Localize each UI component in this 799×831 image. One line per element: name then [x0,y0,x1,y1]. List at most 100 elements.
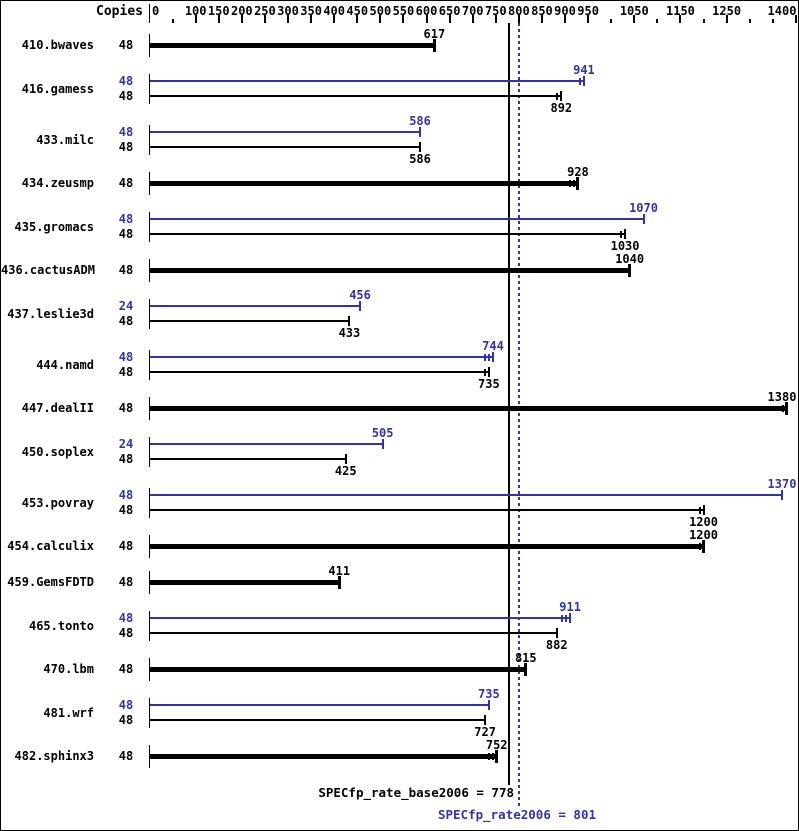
result-bar-peak [150,305,361,307]
axis-major-tick [194,15,197,23]
bar-run-mark [337,575,341,589]
axis-major-tick [471,15,474,23]
benchmark-label: 481.wrf [43,705,94,720]
axis-major-tick [725,15,728,23]
bar-run-mark [555,628,558,638]
axis-origin-line [149,4,150,23]
bar-run-mark [487,700,490,710]
axis-tick-label: 350 [300,4,322,18]
axis-major-tick [263,15,266,23]
copies-value: 48 [118,698,134,712]
axis-tick-label: 1400 [767,4,797,18]
bar-run-mark [561,614,564,622]
copies-value: 48 [118,575,134,589]
bar-run-mark [484,353,486,361]
group-bracket [149,658,150,681]
axis-tick-label: 500 [369,4,392,18]
copies-value: 48 [118,365,134,379]
bar-value-label: 1200 [689,528,718,542]
copies-value: 48 [118,227,134,241]
axis-tick-label: 1250 [712,4,742,18]
copies-value: 24 [118,437,134,451]
bar-run-mark [624,229,627,239]
bar-value-label: 735 [478,377,500,391]
bar-run-mark [344,454,347,464]
result-bar-base [150,233,626,235]
bar-value-label: 941 [573,63,595,77]
result-bar-peak [150,443,383,445]
bar-run-mark [348,316,351,326]
axis-major-tick [494,15,497,23]
bar-run-mark [582,76,585,86]
benchmark-label: 434.zeusmp [21,176,94,190]
result-bar-base [150,543,704,549]
result-bar-base [150,632,557,634]
axis-major-tick [310,15,313,23]
copies-value: 48 [118,38,134,52]
axis-major-tick [564,15,567,23]
copies-value: 48 [118,89,134,103]
copies-value: 48 [118,539,134,553]
group-bracket [149,74,150,104]
group-bracket [149,571,150,594]
bar-run-mark [620,230,623,238]
bar-value-label: 911 [559,600,581,614]
result-bar-base [150,458,346,460]
bar-run-mark [483,368,486,376]
copies-value: 48 [118,140,134,154]
axis-minor-tick [771,19,774,23]
copies-value: 48 [118,263,134,277]
axis-tick-label: 850 [531,4,553,18]
copies-value: 48 [118,350,134,364]
axis-major-tick [240,15,243,23]
group-bracket [149,299,150,329]
bar-value-label: 1200 [689,515,718,529]
result-bar-base [150,95,562,97]
bar-value-label: 892 [550,101,573,115]
axis-major-tick [587,15,590,23]
base-reference-line [507,23,510,785]
benchmark-label: 459.GemsFDTD [7,575,94,589]
bar-value-label: 433 [338,326,361,340]
bar-value-label: 1380 [767,390,797,404]
bar-run-mark [576,176,580,190]
bar-value-label: 735 [478,687,500,701]
bar-value-label: 744 [482,339,504,353]
bar-value-label: 586 [409,114,431,128]
bar-run-mark [785,401,789,415]
bar-value-label: 505 [371,426,394,440]
copies-value: 48 [118,212,134,226]
bar-run-mark [569,613,572,623]
axis-major-tick [679,15,682,23]
copies-value: 48 [118,314,134,328]
axis-major-tick [540,15,543,23]
axis-tick-label: 200 [230,4,253,18]
bar-value-label: 1070 [629,201,658,215]
bar-value-label: 617 [423,27,446,41]
bar-run-mark [642,214,645,224]
bar-run-mark [578,77,581,85]
group-bracket [149,397,150,420]
axis-tick-label: 1150 [666,4,695,18]
axis-tick-label: 450 [346,4,369,18]
bar-run-mark [484,715,487,725]
bar-run-mark [381,439,384,449]
group-bracket [149,535,150,558]
benchmark-label: 433.milc [36,132,94,147]
group-bracket [149,350,150,380]
bar-value-label: 425 [334,464,357,478]
bar-value-label: 1040 [615,252,645,266]
copies-value: 48 [118,749,134,763]
result-bar-base [150,579,340,585]
bar-run-mark [568,179,571,187]
axis-tick-label: 250 [254,4,276,18]
result-bar-base [150,371,489,373]
bar-value-label: 815 [514,651,537,665]
benchmark-label: 416.gamess [21,81,94,96]
benchmark-label: 410.bwaves [21,38,94,52]
axis-major-tick [402,15,405,23]
axis-major-tick [448,15,451,23]
result-bar-base [150,509,704,511]
axis-tick-label: 950 [577,4,599,18]
